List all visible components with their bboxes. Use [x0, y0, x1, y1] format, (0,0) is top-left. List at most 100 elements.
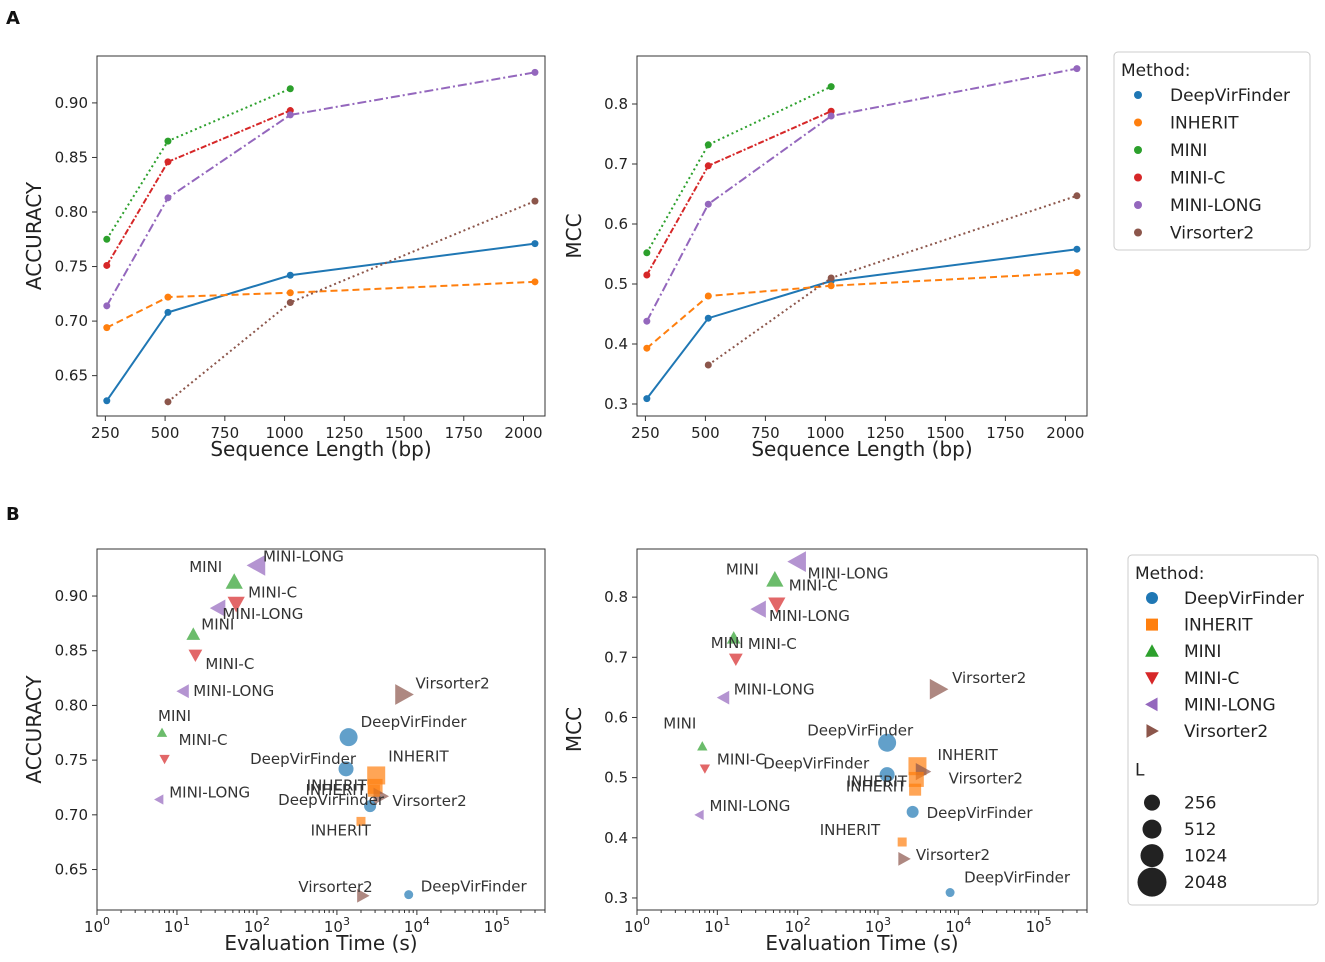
legend-label-inherit: INHERIT — [1184, 616, 1253, 636]
data-point-deepvirfinder — [1073, 245, 1081, 253]
data-point-inherit — [286, 289, 294, 297]
point-label: MINI-C — [179, 731, 228, 749]
data-point-mini-long — [164, 194, 172, 202]
scatter-point-deepvirfinder — [878, 733, 897, 752]
point-label: MINI-LONG — [734, 681, 815, 699]
legend-size-marker — [1137, 867, 1167, 897]
data-point-mini-long — [286, 111, 294, 119]
point-label: DeepVirFinder — [278, 791, 385, 809]
point-label: DeepVirFinder — [763, 755, 870, 773]
series-line-mini-long — [645, 67, 1078, 322]
data-point-inherit — [1073, 269, 1081, 277]
x-tick-label: 1000 — [806, 424, 844, 442]
accuracy-vs-length-plot: 250 500 750 1000 1250 1500 1750 2000 0.65 0.70 0.7… — [22, 55, 546, 461]
plot-frame — [636, 548, 1088, 911]
x-tick-exponent: 1 — [183, 915, 190, 928]
data-point-virsorter2 — [704, 361, 712, 369]
legend-method-b: Method: DeepVirFinder INHERIT MINI MINI-C MIN… — [1127, 554, 1319, 906]
data-point-virsorter2 — [286, 299, 294, 307]
scatter-point-mini — [766, 571, 784, 587]
point-label: DeepVirFinder — [421, 878, 528, 896]
point-label: MINI-LONG — [193, 682, 274, 700]
legend-label-mini: MINI — [1184, 642, 1221, 662]
y-tick-label: 0.6 — [604, 708, 628, 726]
x-tick-label: 2000 — [1046, 424, 1084, 442]
x-tick-exponent: 1 — [723, 915, 730, 928]
y-axis-label: ACCURACY — [22, 181, 46, 290]
data-point-mini-c — [704, 162, 712, 170]
x-tick-label: 250 — [91, 424, 120, 442]
point-label: MINI-LONG — [263, 547, 344, 565]
data-point-mini-long — [643, 317, 651, 325]
data-point-mini — [827, 83, 835, 91]
point-label: MINI — [201, 615, 234, 633]
x-axis-label: Sequence Length (bp) — [210, 437, 431, 461]
point-label: Virsorter2 — [415, 674, 489, 692]
scatter-point-mini-c — [699, 764, 711, 774]
y-tick-label: 0.75 — [55, 751, 88, 769]
legend-label-deepvirfinder: DeepVirFinder — [1170, 86, 1290, 106]
scatter-point-mini-c — [728, 653, 743, 667]
mcc-vs-time-plot: 100 101 102 103 104 1050.30.40.50.60.70.8Eval… — [562, 548, 1088, 955]
data-point-virsorter2 — [1073, 192, 1081, 200]
point-label: DeepVirFinder — [807, 722, 914, 740]
point-label: MINI — [663, 714, 696, 732]
scatter-point-deepvirfinder — [339, 728, 358, 747]
x-tick-exponent: 3 — [884, 915, 891, 928]
scatter-point-mini-c — [159, 754, 170, 765]
point-label: DeepVirFinder — [927, 804, 1034, 822]
legend-title: Method: — [1121, 61, 1191, 81]
data-point-mini — [286, 85, 294, 93]
point-label: MINI-C — [748, 635, 797, 653]
y-tick-label: 0.8 — [604, 95, 628, 113]
series-line-mini-long — [105, 71, 536, 307]
plot-frame — [96, 548, 546, 911]
y-axis-label: ACCURACY — [22, 675, 46, 784]
x-tick-label: 250 — [631, 424, 660, 442]
data-point-inherit — [531, 278, 539, 286]
panel-letter-b: B — [6, 504, 20, 525]
y-axis-label: MCC — [562, 707, 586, 752]
legend-marker-deepvirfinder — [1134, 91, 1142, 99]
accuracy-vs-time-plot: 100 101 102 103 104 1050.650.700.750.800.850.… — [22, 547, 546, 955]
scatter-point-inherit — [897, 837, 907, 847]
data-point-mini-long — [827, 112, 835, 120]
scatter-point-virsorter2 — [929, 678, 949, 700]
scatter-point-deepvirfinder — [879, 767, 895, 783]
y-tick-label: 0.65 — [55, 861, 88, 879]
legend-label-mini-c: MINI-C — [1170, 169, 1225, 189]
data-point-inherit — [103, 324, 111, 332]
series-line-virsorter2 — [707, 194, 1078, 366]
point-label: DeepVirFinder — [964, 869, 1071, 887]
point-label: DeepVirFinder — [250, 750, 357, 768]
legend-size-marker — [1142, 819, 1162, 839]
legend-label-mini-long: MINI-LONG — [1184, 695, 1276, 715]
scatter-point-mini-c — [188, 649, 203, 663]
data-point-mini-long — [704, 200, 712, 208]
series-line-mini — [645, 85, 832, 254]
series-line-inherit — [106, 280, 536, 329]
point-label: Virsorter2 — [952, 669, 1026, 687]
data-point-mini-long — [1073, 65, 1081, 73]
scatter-point-mini — [697, 741, 708, 751]
legend-marker-mini-long — [1134, 201, 1142, 209]
x-tick-label: 1500 — [385, 424, 423, 442]
x-tick-label: 500 — [691, 424, 720, 442]
legend-label-mini-long: MINI-LONG — [1170, 196, 1262, 216]
data-point-deepvirfinder — [531, 240, 539, 248]
point-label: MINI-C — [717, 751, 766, 769]
data-point-mini-long — [103, 302, 111, 310]
y-tick-label: 0.7 — [604, 155, 628, 173]
scatter-point-mini-long — [246, 555, 266, 576]
point-label: INHERIT — [307, 776, 368, 794]
y-tick-label: 0.65 — [55, 367, 88, 385]
legend-label-virsorter2: Virsorter2 — [1170, 224, 1254, 244]
scatter-point-mini-long — [176, 684, 189, 699]
scatter-point-mini-long — [716, 690, 730, 705]
legend-label-virsorter2: Virsorter2 — [1184, 722, 1268, 742]
scatter-point-inherit — [909, 783, 922, 796]
data-point-virsorter2 — [531, 197, 539, 205]
x-axis-label: Evaluation Time (s) — [224, 931, 417, 955]
series-line-virsorter2 — [167, 200, 536, 403]
